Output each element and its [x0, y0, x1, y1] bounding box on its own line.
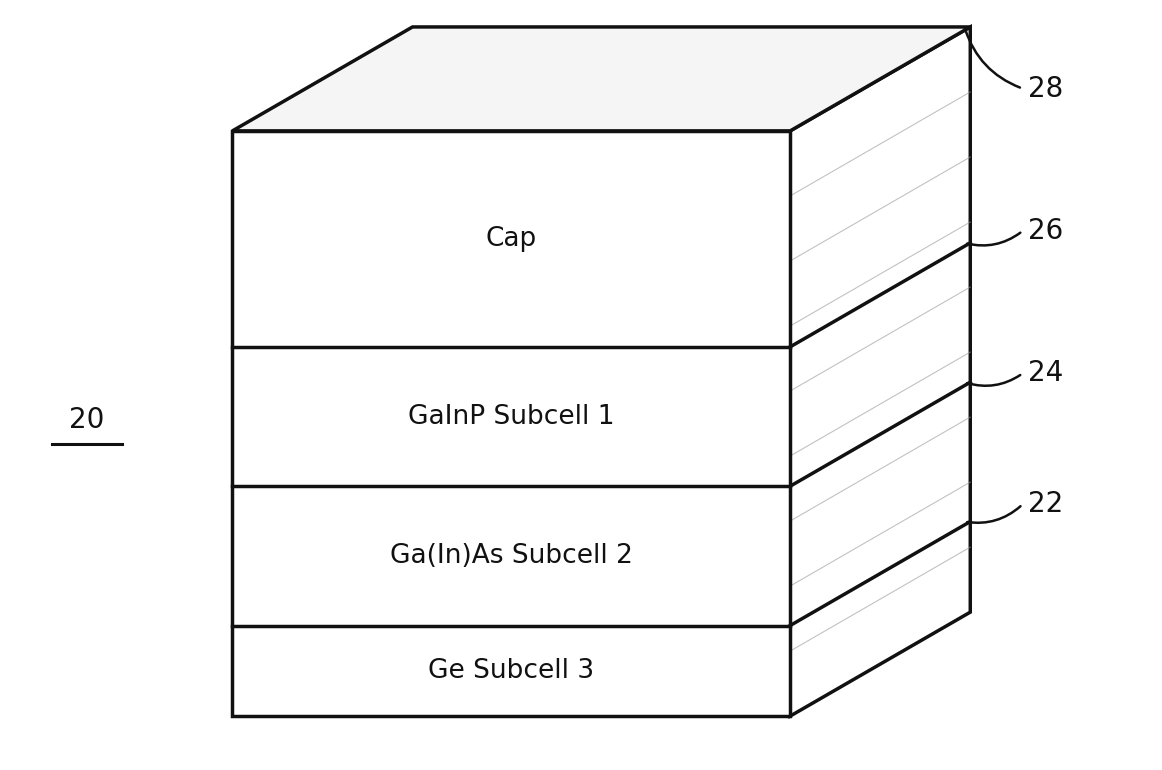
Text: 26: 26 — [1028, 217, 1063, 245]
Bar — [232, 131, 790, 716]
Polygon shape — [232, 27, 970, 131]
Text: 20: 20 — [70, 406, 105, 434]
Polygon shape — [790, 27, 970, 716]
Text: 22: 22 — [1028, 490, 1063, 518]
Text: Ga(In)As Subcell 2: Ga(In)As Subcell 2 — [389, 543, 633, 569]
Text: Ge Subcell 3: Ge Subcell 3 — [429, 658, 594, 684]
Text: Cap: Cap — [486, 226, 537, 252]
Text: 24: 24 — [1028, 360, 1063, 387]
Text: 28: 28 — [1028, 75, 1063, 102]
Text: GaInP Subcell 1: GaInP Subcell 1 — [408, 403, 615, 430]
